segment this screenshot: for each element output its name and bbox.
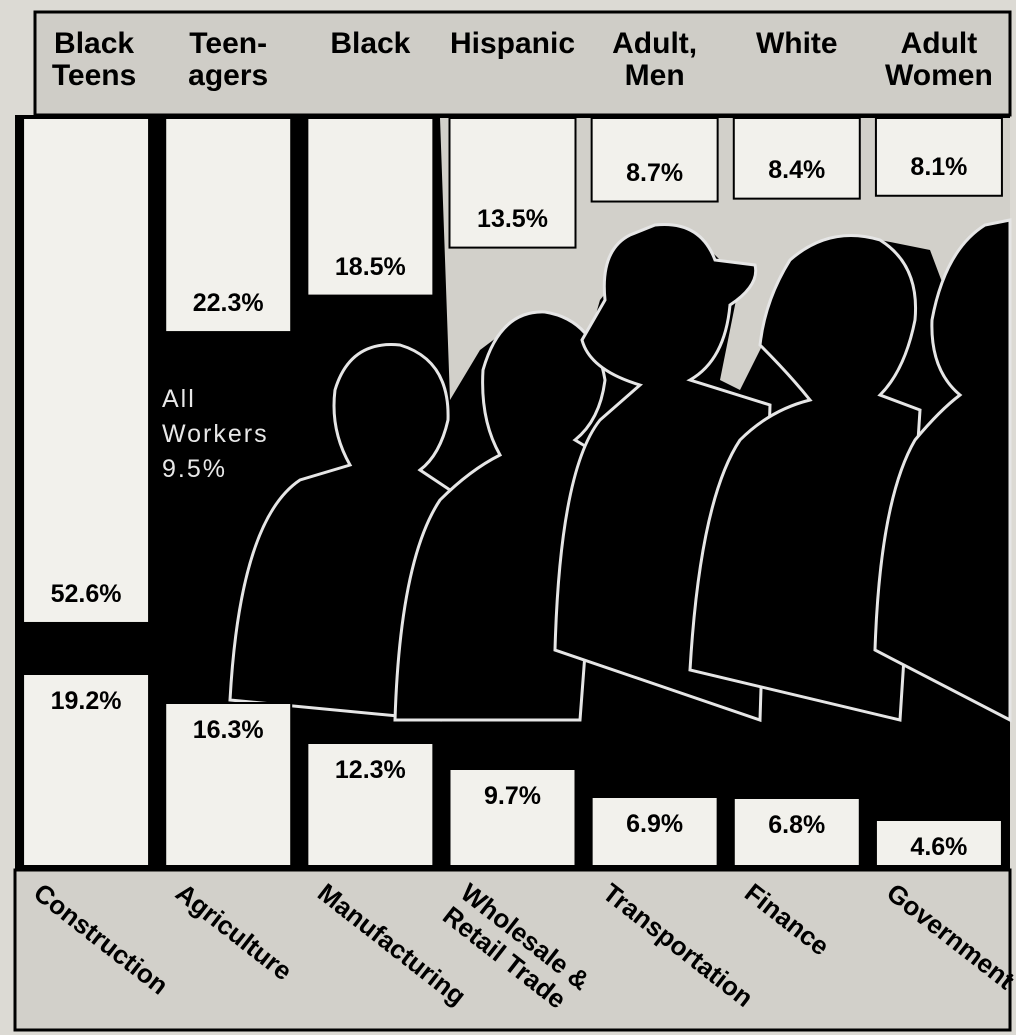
value-label: 6.9% xyxy=(595,811,715,837)
bar xyxy=(23,118,149,623)
value-label: 9.7% xyxy=(453,783,573,809)
annotation: All Workers 9.5% xyxy=(162,382,312,487)
group-label: Adult, Men xyxy=(585,28,725,91)
group-label: Black Teens xyxy=(24,28,164,91)
chart xyxy=(0,0,1016,1035)
value-label: 8.7% xyxy=(595,160,715,186)
value-label: 8.4% xyxy=(737,157,857,183)
value-label: 13.5% xyxy=(453,206,573,232)
page: 52.6% Black Teens 22.3% Teen- agers 18.5% Bla… xyxy=(0,0,1016,1035)
value-label: 6.8% xyxy=(737,812,857,838)
value-label: 18.5% xyxy=(310,254,430,280)
group-label: Teen- agers xyxy=(158,28,298,91)
group-label: White xyxy=(727,28,867,60)
value-label: 52.6% xyxy=(26,581,146,607)
group-label: Black xyxy=(300,28,440,60)
value-label: 19.2% xyxy=(26,688,146,714)
group-label: Adult Women xyxy=(869,28,1009,91)
value-label: 16.3% xyxy=(168,717,288,743)
value-label: 4.6% xyxy=(879,834,999,860)
group-label: Hispanic xyxy=(443,28,583,60)
value-label: 12.3% xyxy=(310,757,430,783)
value-label: 22.3% xyxy=(168,290,288,316)
value-label: 8.1% xyxy=(879,154,999,180)
